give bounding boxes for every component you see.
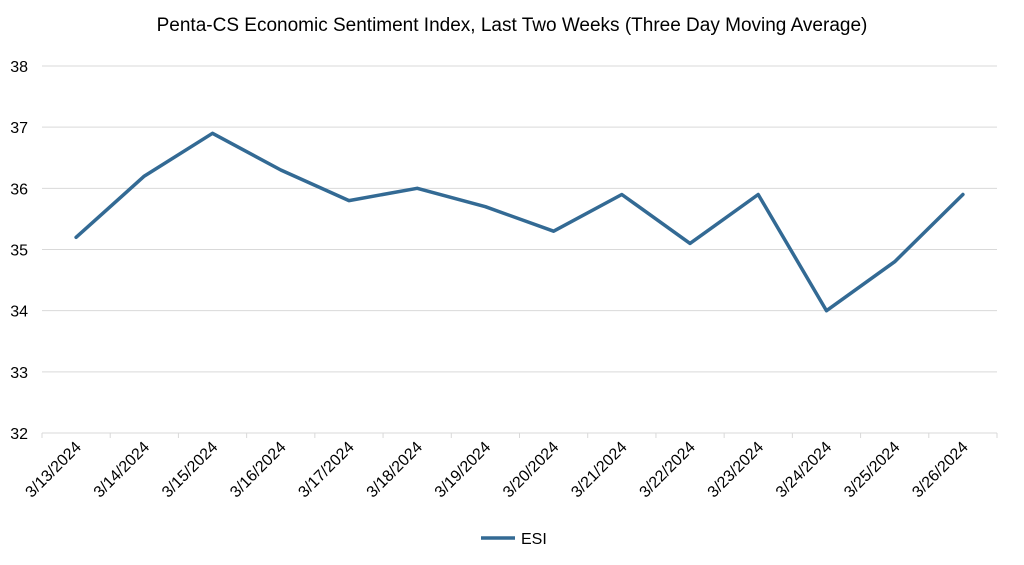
- legend-label-esi: ESI: [521, 531, 547, 548]
- x-tick-label: 3/16/2024: [227, 439, 289, 501]
- x-tick-label: 3/26/2024: [909, 439, 971, 501]
- x-tick-label: 3/15/2024: [159, 439, 221, 501]
- y-tick-label: 38: [10, 59, 28, 76]
- x-tick-label: 3/21/2024: [568, 439, 630, 501]
- series-group: [74, 131, 965, 313]
- x-tick-label: 3/14/2024: [91, 439, 153, 501]
- axes: [41, 432, 998, 438]
- y-tick-label: 36: [10, 181, 28, 198]
- y-tick-label: 35: [10, 243, 28, 260]
- x-tick-label: 3/17/2024: [295, 439, 357, 501]
- series-line-esi: [74, 131, 965, 313]
- y-tick-label: 34: [10, 304, 28, 321]
- x-tick-label: 3/19/2024: [432, 439, 494, 501]
- y-tick-label: 37: [10, 120, 28, 137]
- legend: ESI: [481, 531, 547, 548]
- x-tick-label: 3/13/2024: [23, 439, 85, 501]
- x-tick-label: 3/20/2024: [500, 439, 562, 501]
- x-tick-label: 3/24/2024: [773, 439, 835, 501]
- y-axis-tick-labels: 32 33 34 35 36 37 38: [10, 59, 28, 443]
- y-tick-label: 33: [10, 365, 28, 382]
- x-axis-tick-labels: 3/13/2024 3/14/2024 3/15/2024 3/16/2024 3/17…: [23, 439, 972, 501]
- x-tick-label: 3/25/2024: [841, 439, 903, 501]
- y-tick-label: 32: [10, 426, 28, 443]
- x-tick-label: 3/18/2024: [364, 439, 426, 501]
- x-tick-label: 3/22/2024: [637, 439, 699, 501]
- x-tick-label: 3/23/2024: [705, 439, 767, 501]
- chart-title: Penta-CS Economic Sentiment Index, Last …: [156, 15, 868, 36]
- gridlines: [42, 65, 997, 373]
